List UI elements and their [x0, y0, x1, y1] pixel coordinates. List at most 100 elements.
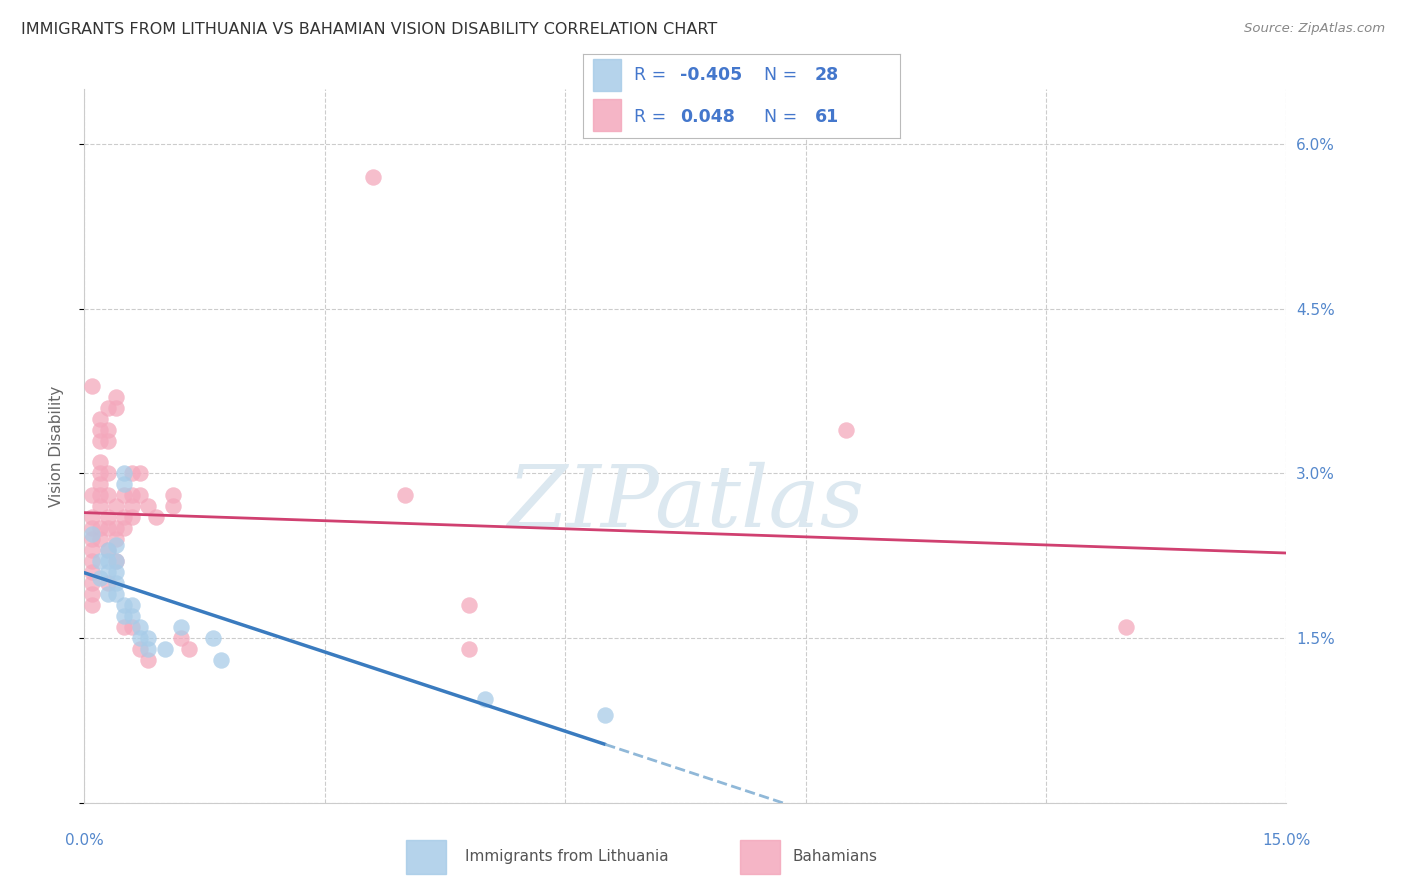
Point	[97, 587, 120, 601]
Point	[835, 423, 858, 437]
Point	[129, 488, 152, 502]
Point	[129, 620, 152, 634]
Point	[82, 554, 104, 568]
Point	[114, 598, 135, 612]
Bar	[406, 839, 446, 874]
Point	[121, 467, 143, 481]
Y-axis label: Vision Disability: Vision Disability	[49, 385, 63, 507]
Point	[121, 620, 143, 634]
Point	[97, 467, 120, 481]
Bar	[740, 839, 780, 874]
Point	[89, 488, 111, 502]
Bar	[593, 59, 621, 91]
Point	[105, 500, 128, 514]
Point	[114, 488, 135, 502]
Point	[361, 169, 384, 184]
Point	[97, 566, 120, 580]
Text: 0.048: 0.048	[681, 108, 735, 126]
Point	[89, 477, 111, 491]
Text: Immigrants from Lithuania: Immigrants from Lithuania	[465, 849, 668, 864]
Point	[138, 631, 160, 645]
Point	[89, 533, 111, 547]
Point	[97, 543, 120, 558]
Point	[121, 488, 143, 502]
Point	[394, 488, 416, 502]
Point	[114, 620, 135, 634]
Text: 0.0%: 0.0%	[65, 833, 104, 847]
Point	[114, 609, 135, 624]
Bar	[593, 99, 621, 131]
Point	[595, 708, 617, 723]
Point	[89, 434, 111, 448]
Point	[82, 598, 104, 612]
Point	[162, 488, 184, 502]
Text: Bahamians: Bahamians	[793, 849, 877, 864]
Point	[114, 510, 135, 524]
Point	[97, 488, 120, 502]
Text: 61: 61	[814, 108, 838, 126]
Point	[209, 653, 232, 667]
Point	[201, 631, 224, 645]
Point	[82, 543, 104, 558]
Point	[97, 434, 120, 448]
Point	[105, 401, 128, 415]
Point	[129, 467, 152, 481]
Point	[89, 521, 111, 535]
Point	[97, 543, 120, 558]
Point	[89, 500, 111, 514]
Point	[169, 620, 191, 634]
Text: R =: R =	[634, 108, 678, 126]
Point	[105, 554, 128, 568]
Point	[97, 423, 120, 437]
Point	[82, 378, 104, 392]
Point	[89, 423, 111, 437]
Point	[105, 521, 128, 535]
Point	[89, 554, 111, 568]
Point	[82, 526, 104, 541]
Point	[169, 631, 191, 645]
Point	[105, 533, 128, 547]
Point	[474, 691, 496, 706]
Text: N =: N =	[763, 108, 803, 126]
Point	[82, 587, 104, 601]
Point	[177, 642, 200, 657]
Text: R =: R =	[634, 66, 672, 84]
Point	[105, 587, 128, 601]
Point	[1115, 620, 1137, 634]
Point	[129, 631, 152, 645]
Point	[97, 576, 120, 591]
Point	[114, 467, 135, 481]
Point	[138, 500, 160, 514]
Point	[82, 533, 104, 547]
Point	[105, 576, 128, 591]
Point	[82, 566, 104, 580]
Point	[114, 477, 135, 491]
Point	[121, 500, 143, 514]
Point	[82, 521, 104, 535]
Point	[138, 653, 160, 667]
Point	[458, 642, 481, 657]
Point	[105, 538, 128, 552]
Text: IMMIGRANTS FROM LITHUANIA VS BAHAMIAN VISION DISABILITY CORRELATION CHART: IMMIGRANTS FROM LITHUANIA VS BAHAMIAN VI…	[21, 22, 717, 37]
Point	[121, 598, 143, 612]
Point	[121, 609, 143, 624]
Text: Source: ZipAtlas.com: Source: ZipAtlas.com	[1244, 22, 1385, 36]
Point	[82, 488, 104, 502]
Text: -0.405: -0.405	[681, 66, 742, 84]
Point	[129, 642, 152, 657]
Point	[138, 642, 160, 657]
Text: 28: 28	[814, 66, 838, 84]
Point	[458, 598, 481, 612]
Point	[114, 521, 135, 535]
Point	[89, 411, 111, 425]
Point	[105, 554, 128, 568]
Point	[153, 642, 176, 657]
Point	[89, 571, 111, 585]
Text: 15.0%: 15.0%	[1263, 833, 1310, 847]
Point	[105, 390, 128, 404]
Point	[97, 554, 120, 568]
Point	[82, 510, 104, 524]
Point	[145, 510, 167, 524]
Point	[162, 500, 184, 514]
Point	[121, 510, 143, 524]
